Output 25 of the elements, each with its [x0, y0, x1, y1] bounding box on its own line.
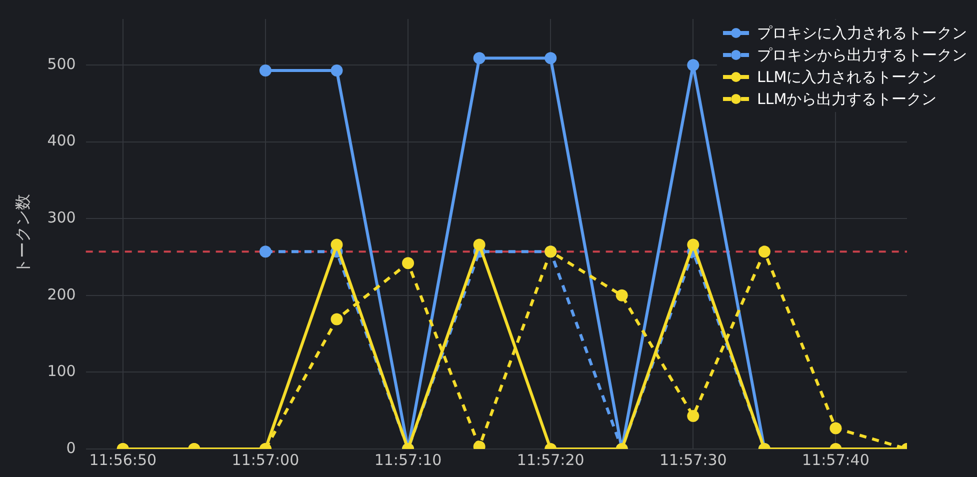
y-tick-label: 100	[47, 362, 76, 380]
y-tick-label: 400	[47, 132, 76, 150]
legend-label: プロキシに入力されるトークン	[757, 24, 967, 42]
x-tick-label: 11:57:40	[802, 450, 870, 469]
y-tick-label: 0	[66, 438, 76, 457]
y-tick-label: 500	[47, 54, 76, 73]
point	[473, 238, 486, 251]
x-tick-label: 11:57:10	[374, 450, 442, 469]
point	[758, 246, 770, 258]
y-tick-label: 300	[47, 208, 76, 227]
point	[402, 257, 414, 270]
point	[330, 313, 343, 326]
x-tick-label: 11:57:20	[516, 450, 584, 469]
legend-label: LLMに入力されるトークン	[757, 68, 937, 86]
point	[687, 238, 700, 251]
legend-label: LLMから出力するトークン	[757, 90, 937, 108]
x-tick-label: 11:57:00	[232, 450, 300, 469]
x-tick-label: 11:56:50	[89, 450, 157, 469]
point	[259, 246, 272, 258]
legend-label: プロキシから出力するトークン	[757, 46, 967, 64]
x-tick-label: 11:57:30	[659, 450, 727, 469]
point	[616, 289, 628, 302]
y-axis-title: トークン数	[12, 194, 32, 274]
y-tick-label: 200	[47, 285, 76, 304]
point	[330, 238, 343, 251]
